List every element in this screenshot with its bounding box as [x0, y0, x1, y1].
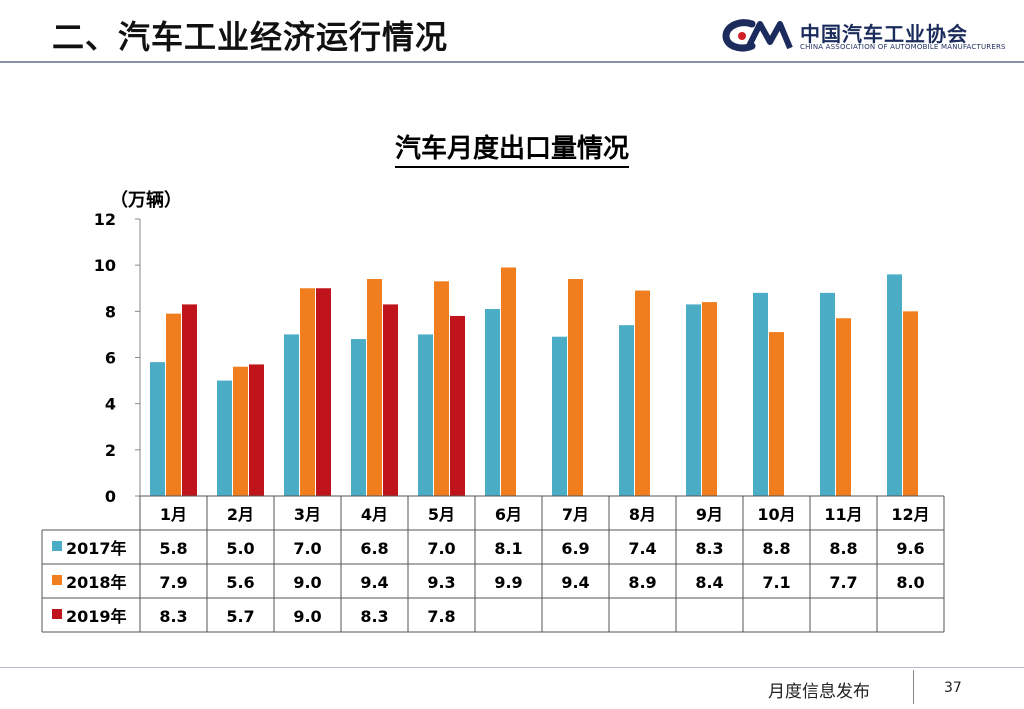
bar-2017年-3月 — [284, 334, 299, 496]
data-label: 9.6 — [896, 539, 924, 558]
footer-divider — [0, 667, 1024, 668]
data-label: 9.0 — [293, 607, 321, 626]
bar-2017年-4月 — [351, 339, 366, 496]
data-label: 8.3 — [695, 539, 723, 558]
category-label: 9月 — [696, 505, 723, 524]
bar-2018年-12月 — [903, 311, 918, 496]
data-label: 9.9 — [494, 573, 522, 592]
y-tick-label: 10 — [94, 256, 116, 275]
bar-2018年-7月 — [568, 279, 583, 496]
data-label: 8.9 — [628, 573, 656, 592]
bar-2017年-12月 — [887, 274, 902, 496]
data-label: 7.1 — [762, 573, 790, 592]
logo-name-cn: 中国汽车工业协会 — [800, 22, 968, 46]
bar-2018年-9月 — [702, 302, 717, 496]
bar-2017年-7月 — [552, 336, 567, 496]
data-label: 9.4 — [561, 573, 589, 592]
data-label: 5.7 — [226, 607, 254, 626]
category-label: 12月 — [891, 505, 929, 524]
category-label: 4月 — [361, 505, 388, 524]
bar-2017年-8月 — [619, 325, 634, 496]
data-label: 8.8 — [762, 539, 790, 558]
bar-2018年-8月 — [635, 290, 650, 496]
bar-2017年-2月 — [217, 380, 232, 496]
caam-logo: 中国汽车工业协会 CHINA ASSOCIATION OF AUTOMOBILE… — [722, 18, 1006, 54]
y-tick-label: 2 — [105, 441, 116, 460]
data-label: 8.3 — [360, 607, 388, 626]
y-tick-label: 8 — [105, 302, 116, 321]
data-label: 9.3 — [427, 573, 455, 592]
legend-swatch-2017年 — [52, 541, 62, 551]
y-tick-label: 4 — [105, 395, 116, 414]
data-label: 7.4 — [628, 539, 656, 558]
caam-logo-icon — [722, 19, 793, 52]
bar-chart: 0 2 4 6 8 10 12 1月 2月 3月 4月 5月 6月 7月 8月 9月 10月 11月 12月 2017… — [41, 210, 945, 633]
legend-label: 2017年 — [66, 539, 127, 558]
page-number: 37 — [944, 680, 962, 696]
chart-title: 汽车月度出口量情况 — [0, 128, 1024, 168]
legend-label: 2019年 — [66, 607, 127, 626]
category-label: 6月 — [495, 505, 522, 524]
data-label: 6.8 — [360, 539, 388, 558]
bar-2017年-5月 — [418, 334, 433, 496]
bar-2018年-5月 — [434, 281, 449, 496]
bar-2018年-11月 — [836, 318, 851, 496]
category-label: 10月 — [757, 505, 795, 524]
category-label: 5月 — [428, 505, 455, 524]
data-label: 8.8 — [829, 539, 857, 558]
bar-2019年-3月 — [316, 288, 331, 496]
bar-2018年-4月 — [367, 279, 382, 496]
data-label: 6.9 — [561, 539, 589, 558]
y-axis-unit: （万辆） — [110, 190, 182, 211]
category-label: 3月 — [294, 505, 321, 524]
bar-2018年-2月 — [233, 366, 248, 496]
footer-separator — [913, 670, 914, 704]
data-label: 5.0 — [226, 539, 254, 558]
category-label: 11月 — [824, 505, 862, 524]
data-label: 7.8 — [427, 607, 455, 626]
bar-2019年-1月 — [182, 304, 197, 496]
bar-2017年-1月 — [150, 362, 165, 496]
bar-2017年-10月 — [753, 292, 768, 496]
data-label: 9.0 — [293, 573, 321, 592]
category-label: 2月 — [227, 505, 254, 524]
bar-2018年-6月 — [501, 267, 516, 496]
data-label: 8.4 — [695, 573, 723, 592]
data-label: 9.4 — [360, 573, 388, 592]
bar-2018年-1月 — [166, 313, 181, 496]
legend-swatch-2019年 — [52, 609, 62, 619]
bar-2019年-2月 — [249, 364, 264, 496]
header-divider — [0, 61, 1024, 63]
data-label: 8.3 — [159, 607, 187, 626]
bar-2017年-6月 — [485, 309, 500, 496]
legend-swatch-2018年 — [52, 575, 62, 585]
bar-2017年-9月 — [686, 304, 701, 496]
data-label: 7.0 — [293, 539, 321, 558]
logo-name-en: CHINA ASSOCIATION OF AUTOMOBILE MANUFACT… — [800, 43, 1006, 51]
data-label: 5.8 — [159, 539, 187, 558]
bar-2018年-10月 — [769, 332, 784, 496]
data-label: 7.0 — [427, 539, 455, 558]
y-tick-label: 0 — [105, 487, 116, 506]
data-label: 7.9 — [159, 573, 187, 592]
bar-2017年-11月 — [820, 292, 835, 496]
bar-2019年-4月 — [383, 304, 398, 496]
data-label: 8.0 — [896, 573, 924, 592]
bar-2019年-5月 — [450, 315, 465, 496]
data-label: 8.1 — [494, 539, 522, 558]
category-label: 1月 — [160, 505, 187, 524]
chart-title-text: 汽车月度出口量情况 — [394, 134, 629, 168]
data-label: 5.6 — [226, 573, 254, 592]
y-tick-label: 12 — [94, 210, 116, 229]
category-label: 8月 — [629, 505, 656, 524]
bar-2018年-3月 — [300, 288, 315, 496]
footer-label: 月度信息发布 — [768, 682, 870, 702]
y-tick-label: 6 — [105, 349, 116, 368]
legend-label: 2018年 — [66, 573, 127, 592]
page-title: 二、汽车工业经济运行情况 — [52, 18, 449, 56]
data-label: 7.7 — [829, 573, 857, 592]
category-label: 7月 — [562, 505, 589, 524]
